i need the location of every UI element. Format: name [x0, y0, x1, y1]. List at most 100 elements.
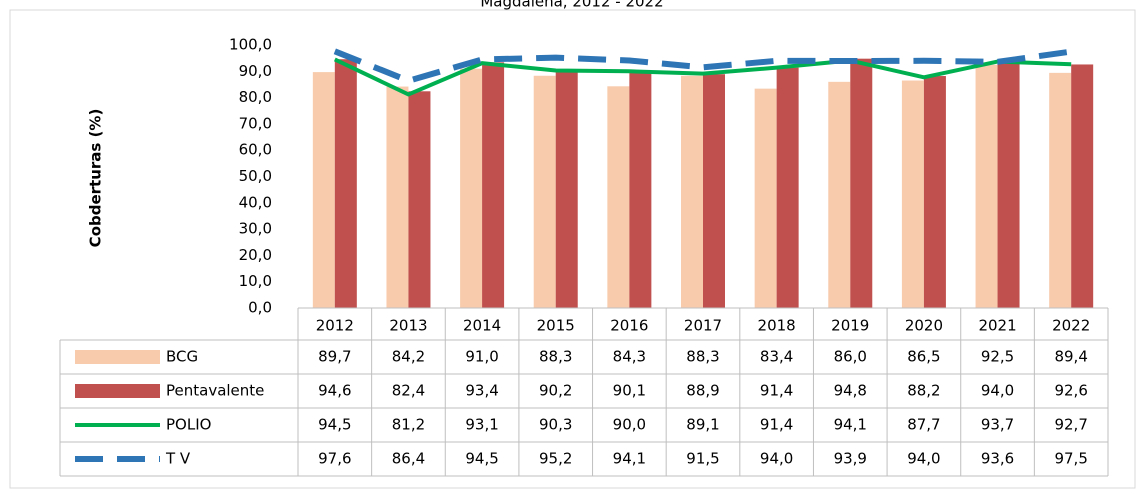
table-value: 88,3: [686, 348, 719, 366]
table-value: 81,2: [392, 416, 425, 434]
y-tick-label: 100,0: [229, 36, 272, 54]
table-value: 83,4: [760, 348, 793, 366]
table-value: 89,1: [686, 416, 719, 434]
table-value: 86,5: [907, 348, 940, 366]
y-tick-label: 20,0: [239, 246, 272, 264]
bar: [681, 75, 703, 308]
x-tick-label: 2022: [1052, 317, 1090, 335]
bar: [997, 60, 1020, 308]
table-value: 91,0: [465, 348, 498, 366]
table-value: 95,2: [539, 450, 572, 468]
table-value: 93,1: [465, 416, 498, 434]
x-tick-label: 2018: [758, 317, 796, 335]
x-tick-label: 2017: [684, 317, 722, 335]
legend-label: T V: [165, 450, 191, 468]
table-value: 94,1: [613, 450, 646, 468]
table-value: 93,9: [834, 450, 867, 468]
table-value: 90,0: [613, 416, 646, 434]
table-value: 88,3: [539, 348, 572, 366]
table-value: 82,4: [392, 382, 425, 400]
y-tick-label: 70,0: [239, 114, 272, 132]
bar: [629, 71, 652, 308]
bar: [460, 68, 483, 308]
table-value: 97,5: [1054, 450, 1087, 468]
bar: [408, 91, 431, 309]
x-tick-label: 2021: [978, 317, 1016, 335]
bar: [312, 72, 335, 309]
bar: [850, 58, 873, 309]
table-value: 94,5: [318, 416, 351, 434]
y-tick-label: 80,0: [239, 88, 272, 106]
table-value: 92,5: [981, 348, 1014, 366]
table-value: 92,6: [1054, 382, 1087, 400]
table-value: 87,7: [907, 416, 940, 434]
table-value: 93,6: [981, 450, 1014, 468]
line: [333, 57, 1072, 97]
x-tick-label: 2019: [831, 317, 869, 335]
table-value: 93,7: [981, 416, 1014, 434]
table-value: 84,3: [613, 348, 646, 366]
table-value: 86,0: [834, 348, 867, 366]
table-value: 94,8: [834, 382, 867, 400]
x-tick-label: 2016: [610, 317, 648, 335]
legend-swatch: [75, 350, 160, 364]
bar: [923, 76, 946, 308]
table-value: 94,0: [981, 382, 1014, 400]
bar: [482, 62, 505, 308]
bar: [901, 80, 924, 308]
dashed-line: [333, 48, 1072, 84]
legend-label: Pentavalente: [166, 382, 264, 400]
table-value: 91,4: [760, 382, 793, 400]
bar: [776, 67, 799, 308]
chart-title: Magdalena, 2012 - 2022: [480, 0, 663, 11]
table-value: 90,1: [613, 382, 646, 400]
y-axis-label: Cobderturas (%): [87, 109, 105, 248]
bar: [386, 86, 409, 308]
table-value: 86,4: [392, 450, 425, 468]
table-value: 84,2: [392, 348, 425, 366]
y-tick-label: 50,0: [239, 167, 272, 185]
bar: [533, 75, 556, 308]
x-tick-label: 2020: [905, 317, 943, 335]
x-tick-label: 2015: [537, 317, 575, 335]
bar: [754, 88, 777, 309]
table-value: 94,0: [907, 450, 940, 468]
table-value: 94,0: [760, 450, 793, 468]
legend-label: BCG: [166, 348, 198, 366]
table-value: 97,6: [318, 450, 351, 468]
table-value: 88,2: [907, 382, 940, 400]
y-tick-label: 10,0: [239, 272, 272, 290]
table-value: 94,1: [834, 416, 867, 434]
table-value: 89,4: [1054, 348, 1087, 366]
bar: [334, 59, 357, 309]
table-value: 88,9: [686, 382, 719, 400]
table-value: 92,7: [1054, 416, 1087, 434]
legend-label: POLIO: [166, 416, 211, 434]
y-tick-label: 90,0: [239, 62, 272, 80]
table-value: 94,6: [318, 382, 351, 400]
y-tick-label: 0,0: [248, 299, 272, 317]
bar: [828, 81, 851, 308]
x-tick-label: 2013: [389, 317, 427, 335]
bar: [1049, 72, 1072, 309]
table-value: 94,5: [465, 450, 498, 468]
x-tick-label: 2012: [316, 317, 354, 335]
table-value: 90,3: [539, 416, 572, 434]
table-value: 91,5: [686, 450, 719, 468]
legend-swatch: [75, 384, 160, 398]
x-tick-label: 2014: [463, 317, 501, 335]
bar: [975, 64, 998, 308]
frame: [9, 9, 1136, 489]
table-value: 91,4: [760, 416, 793, 434]
y-tick-label: 30,0: [239, 220, 272, 238]
y-tick-label: 60,0: [239, 141, 272, 159]
y-tick-label: 40,0: [239, 193, 272, 211]
bar: [703, 74, 725, 309]
bar: [1071, 64, 1094, 308]
bar: [555, 70, 578, 308]
bar: [607, 86, 630, 308]
table-value: 93,4: [465, 382, 498, 400]
table-value: 89,7: [318, 348, 351, 366]
table-value: 90,2: [539, 382, 572, 400]
